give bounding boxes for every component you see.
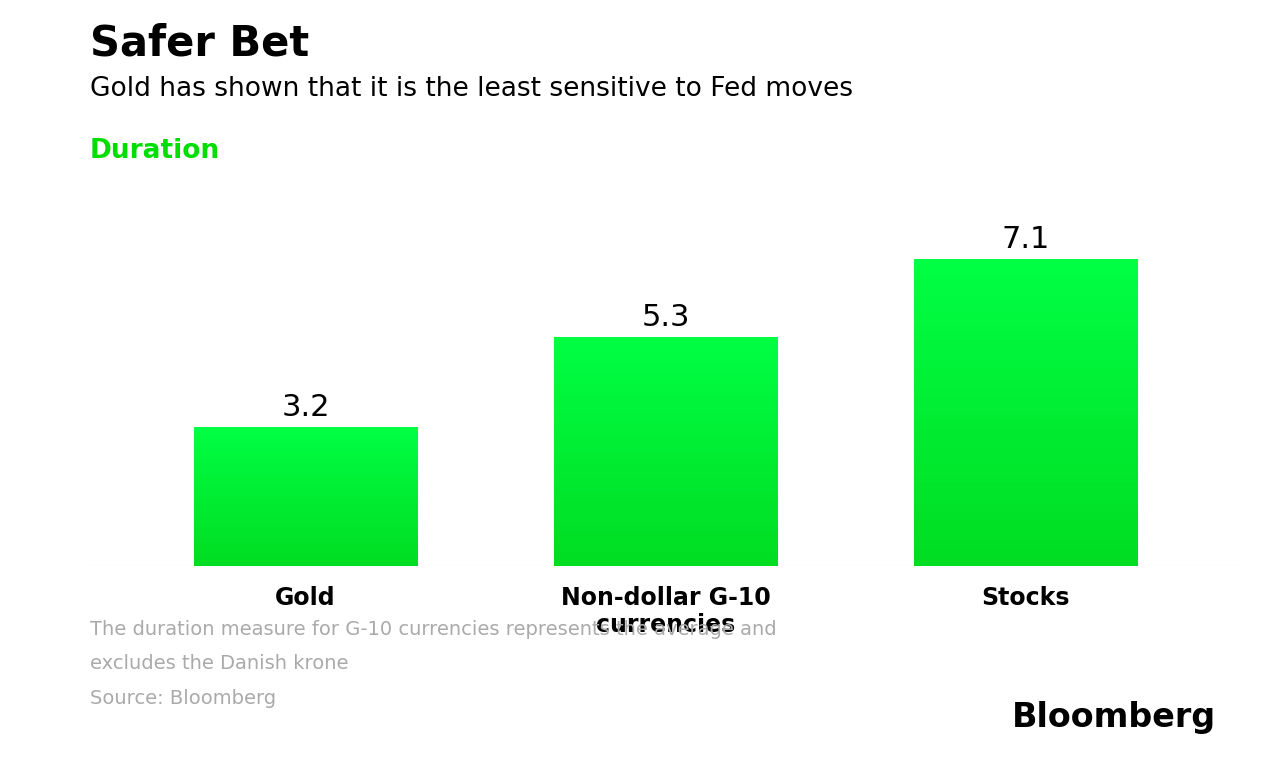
Text: 5.3: 5.3: [641, 302, 690, 331]
Text: Bloomberg: Bloomberg: [1012, 702, 1216, 734]
Text: Safer Bet: Safer Bet: [90, 23, 308, 65]
Text: Gold has shown that it is the least sensitive to Fed moves: Gold has shown that it is the least sens…: [90, 76, 852, 103]
Text: 7.1: 7.1: [1001, 225, 1050, 254]
Bar: [554, 337, 777, 566]
Text: The duration measure for G-10 currencies represents the average and: The duration measure for G-10 currencies…: [90, 620, 776, 639]
Text: Source: Bloomberg: Source: Bloomberg: [90, 688, 275, 708]
Bar: [195, 428, 417, 566]
Text: Duration: Duration: [90, 138, 220, 164]
Text: excludes the Danish krone: excludes the Danish krone: [90, 654, 348, 673]
Bar: [914, 259, 1137, 566]
Text: 3.2: 3.2: [282, 393, 330, 422]
